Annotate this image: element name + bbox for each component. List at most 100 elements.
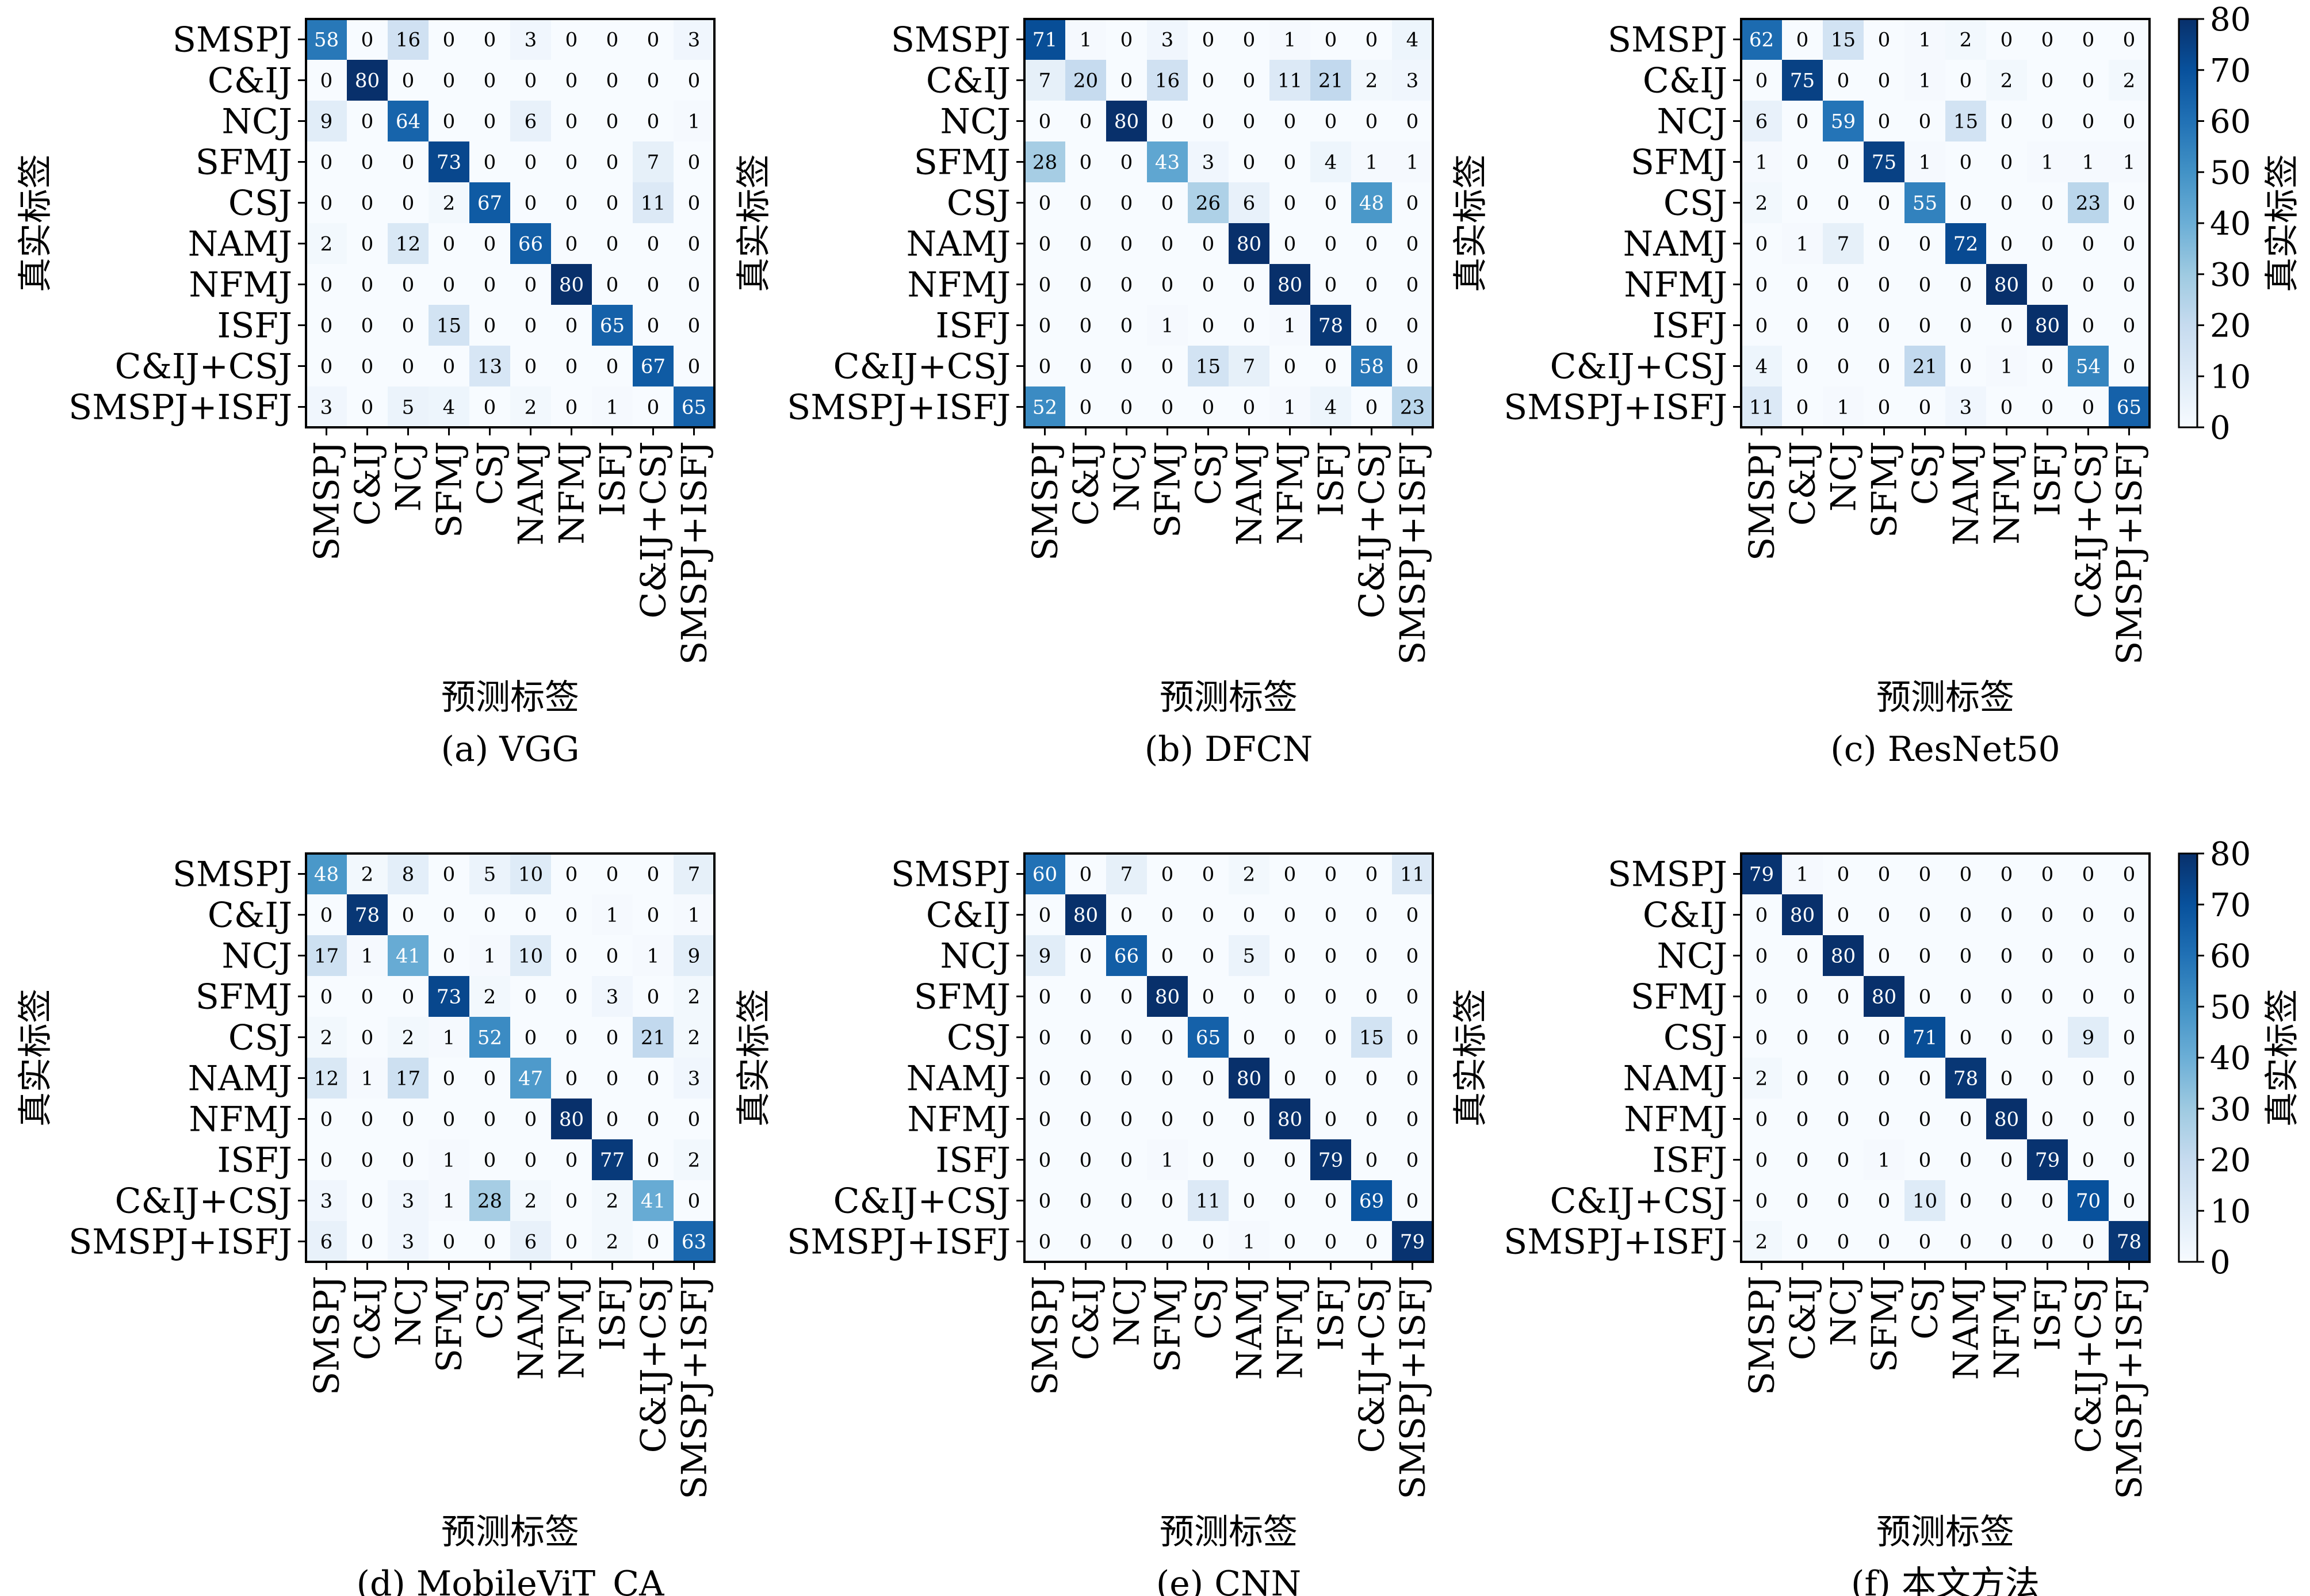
cell-value-label: 0: [2001, 1067, 2013, 1090]
x-axis-label: 预测标签: [441, 678, 579, 718]
colorbar: 0 10 20 30 40 50 60 70 80 真实标签: [2178, 1, 2303, 447]
cell-value-label: 2: [606, 1190, 619, 1213]
cell-value-label: 0: [1366, 1067, 1378, 1090]
heatmap-cell: [469, 1099, 510, 1139]
cell-value-label: 0: [606, 29, 619, 52]
cell-value-label: 0: [443, 29, 456, 52]
heatmap-cell: [1392, 1221, 1433, 1262]
cell-value-label: 0: [1837, 192, 1850, 215]
heatmap-cell: [1351, 182, 1392, 223]
cell-value-label: 80: [1278, 1108, 1302, 1131]
cell-value-label: 1: [484, 945, 496, 968]
x-tick-label: NAMJ: [511, 441, 552, 545]
heatmap-cell: [1945, 101, 1986, 141]
cell-value-label: 1: [2082, 151, 2095, 174]
colorbar-tick-label: 40: [2210, 205, 2251, 243]
cell-value-label: 0: [484, 904, 496, 927]
cell-value-label: 1: [1796, 863, 1809, 886]
cell-value-label: 6: [525, 110, 537, 133]
cell-value-label: 0: [1325, 863, 1337, 886]
heatmap-cell: [1782, 976, 1823, 1017]
cell-value-label: 0: [320, 986, 333, 1009]
heatmap-cell: [469, 854, 510, 894]
cell-value-label: 0: [1080, 1231, 1092, 1254]
heatmap-cell: [633, 60, 674, 101]
cell-value-label: 4: [1406, 29, 1419, 52]
heatmap-cell: [1147, 1099, 1188, 1139]
cell-value-label: 71: [1913, 1027, 1937, 1050]
cell-value-label: 58: [314, 29, 339, 52]
y-tick-label: SMSPJ: [173, 855, 292, 895]
y-tick-label: SFMJ: [1631, 143, 1727, 183]
y-tick-label: NAMJ: [1623, 1059, 1727, 1099]
heatmap-cell: [469, 346, 510, 386]
cell-value-label: 16: [396, 29, 420, 52]
colorbar-tick-label: 60: [2210, 104, 2251, 141]
heatmap-cell: [1392, 141, 1433, 182]
cell-value-label: 0: [443, 1108, 456, 1131]
y-tick-label: C&IJ: [1643, 61, 1727, 101]
heatmap-cell: [347, 101, 388, 141]
cell-value-label: 0: [1878, 1027, 1891, 1050]
heatmap-cell: [2068, 264, 2109, 305]
heatmap-cell: [1024, 223, 1065, 264]
heatmap-cell: [1269, 60, 1310, 101]
heatmap-cell: [2027, 1099, 2068, 1139]
cell-value-label: 2: [1366, 70, 1378, 93]
heatmap-cell: [2068, 1058, 2109, 1099]
heatmap-cell: [633, 1099, 674, 1139]
heatmap-cell: [674, 894, 714, 935]
x-tick-label: SFMJ: [430, 1276, 470, 1372]
cell-value-label: 0: [1837, 1231, 1850, 1254]
cell-value-label: 3: [688, 29, 701, 52]
heatmap-cell: [1024, 935, 1065, 976]
cell-value-label: 0: [1406, 110, 1419, 133]
heatmap-cell: [1024, 19, 1065, 60]
cell-value-label: 1: [606, 396, 619, 419]
x-tick-label: CSJ: [1906, 1276, 1946, 1339]
colorbar-tick-label: 10: [2210, 1193, 2251, 1230]
cell-value-label: 0: [606, 355, 619, 378]
heatmap-cell: [1782, 264, 1823, 305]
heatmap-cell: [1904, 1099, 1945, 1139]
cell-value-label: 0: [565, 233, 578, 256]
cell-value-label: 7: [1837, 233, 1850, 256]
heatmap-cell: [510, 386, 551, 427]
cell-value-label: 0: [1756, 986, 1768, 1009]
cell-value-label: 0: [361, 1190, 374, 1213]
heatmap-cell: [347, 182, 388, 223]
x-tick-label: SMSPJ+ISFJ: [1393, 441, 1433, 665]
cell-value-label: 0: [361, 110, 374, 133]
panel-caption: (c) ResNet50: [1830, 729, 2060, 770]
cell-value-label: 0: [1837, 986, 1850, 1009]
cell-value-label: 0: [525, 986, 537, 1009]
cell-value-label: 2: [1756, 1067, 1768, 1090]
heatmap-cell: [592, 1139, 633, 1180]
heatmap-cell: [1986, 854, 2027, 894]
cell-value-label: 10: [518, 945, 543, 968]
heatmap-cell: [1986, 1058, 2027, 1099]
heatmap-cell: [1065, 60, 1106, 101]
heatmap-cell: [1065, 386, 1106, 427]
heatmap-cell: [674, 1221, 714, 1262]
x-tick-label: NFMJ: [552, 441, 592, 545]
heatmap-cell: [347, 854, 388, 894]
cell-value-label: 0: [361, 151, 374, 174]
cell-value-label: 21: [1913, 355, 1937, 378]
x-tick-label: ISFJ: [2028, 441, 2068, 516]
heatmap-cell: [592, 976, 633, 1017]
heatmap-cell: [1310, 346, 1351, 386]
heatmap-cell: [592, 1058, 633, 1099]
y-tick-label: NAMJ: [907, 224, 1011, 265]
heatmap-cell: [1741, 935, 1782, 976]
cell-value-label: 67: [641, 355, 666, 378]
heatmap-cell: [429, 1221, 469, 1262]
cell-value-label: 0: [2001, 29, 2013, 52]
cell-value-label: 0: [1039, 110, 1051, 133]
cell-value-label: 0: [1756, 315, 1768, 338]
cell-value-label: 0: [1960, 1108, 1972, 1131]
x-axis-label: 预测标签: [1160, 1512, 1298, 1552]
cell-value-label: 63: [682, 1231, 706, 1254]
cell-value-label: 0: [1202, 110, 1215, 133]
